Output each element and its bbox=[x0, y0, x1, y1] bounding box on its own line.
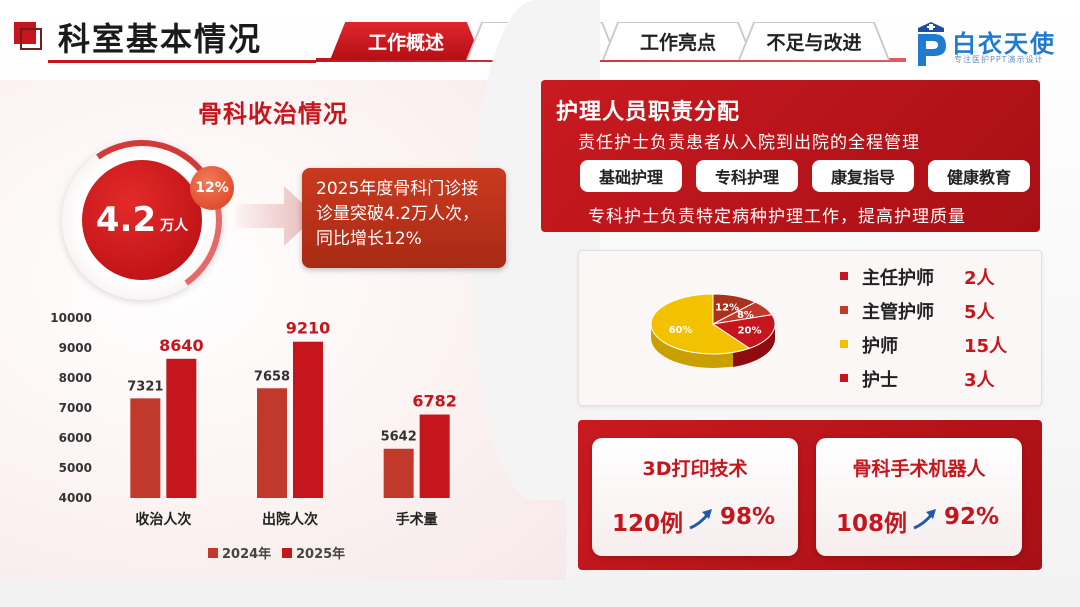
tab-label: 工作亮点 bbox=[604, 23, 752, 60]
legend-label: 2025年 bbox=[296, 546, 345, 562]
y-tick-label: 5000 bbox=[59, 461, 92, 475]
staff-name-supervisor: 主管护师 bbox=[862, 302, 934, 323]
bar-2025 bbox=[166, 358, 197, 498]
pill-specialty-care: 专科护理 bbox=[696, 160, 798, 192]
y-tick-label: 8000 bbox=[59, 371, 92, 385]
legend-swatch bbox=[282, 548, 292, 558]
pie-slice-label: 12% bbox=[715, 303, 739, 314]
legend-dot-nurse bbox=[840, 374, 848, 382]
bar-2024 bbox=[383, 448, 414, 498]
bar-value-label: 8640 bbox=[159, 336, 204, 355]
summary-box: 2025年度骨科门诊接诊量突破4.2万人次，同比增长12% bbox=[302, 168, 506, 268]
title-mark-icon bbox=[14, 22, 42, 50]
duty-title: 护理人员职责分配 bbox=[556, 100, 741, 125]
bar-value-label: 6782 bbox=[412, 392, 457, 411]
bar-value-label: 7658 bbox=[254, 369, 290, 384]
legend-dot-nurse-practitioner bbox=[840, 340, 848, 348]
y-tick-label: 7000 bbox=[59, 401, 92, 415]
x-category-label: 出院人次 bbox=[262, 511, 318, 528]
x-category-label: 手术量 bbox=[396, 511, 438, 528]
duty-line-specialty: 专科护士负责特定病种护理工作，提高护理质量 bbox=[588, 207, 966, 227]
section-title-admissions: 骨科收治情况 bbox=[198, 100, 348, 128]
brand-logo: 白衣天使 专注医护PPT演示设计 bbox=[912, 8, 1072, 68]
highlight-circle: 4.2 万人 bbox=[82, 160, 202, 280]
bar-value-label: 7321 bbox=[127, 379, 163, 394]
highlight-value: 4.2 bbox=[95, 200, 157, 240]
tech-title: 3D打印技术 bbox=[642, 458, 748, 480]
y-tick-label: 4000 bbox=[59, 491, 92, 505]
y-tick-label: 9000 bbox=[59, 341, 92, 355]
pie-slice-label: 20% bbox=[738, 326, 762, 337]
y-tick-label: 6000 bbox=[59, 431, 92, 445]
tab-work-highlights[interactable]: 工作亮点 bbox=[602, 22, 754, 60]
tech-rate: 98% bbox=[720, 504, 776, 530]
tab-label: 工作概述 bbox=[367, 31, 444, 54]
staff-name-nurse: 护士 bbox=[862, 370, 898, 391]
trend-up-icon bbox=[913, 509, 936, 530]
duty-panel bbox=[541, 80, 1040, 232]
bar-2024 bbox=[130, 398, 161, 498]
pie-side-red bbox=[733, 324, 776, 367]
pill-health-education: 健康教育 bbox=[928, 160, 1030, 192]
y-tick-label: 10000 bbox=[50, 311, 92, 325]
staff-name-nurse-practitioner: 护师 bbox=[862, 336, 898, 357]
legend-label: 2024年 bbox=[222, 546, 271, 562]
pie-slice bbox=[711, 314, 776, 349]
bar-value-label: 9210 bbox=[286, 319, 331, 338]
tab-improvements[interactable]: 不足与改进 bbox=[738, 22, 890, 60]
staff-count-nurse: 3人 bbox=[964, 370, 995, 391]
x-category-label: 收治人次 bbox=[135, 511, 191, 528]
highlight-unit: 万人 bbox=[160, 218, 189, 234]
duty-line-primary: 责任护士负责患者从入院到出院的全程管理 bbox=[578, 133, 920, 153]
staff-count-supervisor: 5人 bbox=[964, 302, 995, 323]
tech-rate: 92% bbox=[944, 504, 1000, 530]
tab-bar-line bbox=[316, 58, 906, 62]
tab-work-overview[interactable]: 工作概述 bbox=[330, 22, 482, 60]
legend-dot-supervisor bbox=[840, 306, 848, 314]
growth-badge: 12% bbox=[190, 166, 234, 210]
staff-count-nurse-practitioner: 15人 bbox=[964, 336, 1008, 357]
logo-subtitle: 专注医护PPT演示设计 bbox=[954, 55, 1044, 64]
bar-2025 bbox=[293, 341, 323, 498]
tech-cases: 108例 bbox=[836, 511, 908, 537]
staff-name-chief: 主任护师 bbox=[862, 268, 934, 289]
pill-basic-care: 基础护理 bbox=[580, 160, 682, 192]
staff-count-chief: 2人 bbox=[964, 268, 995, 289]
staff-pie-chart: 60% 12%8% 20% bbox=[650, 293, 776, 368]
bar-2025 bbox=[419, 414, 450, 498]
logo-name: 白衣天使 bbox=[952, 30, 1056, 58]
page-title: 科室基本情况 bbox=[58, 20, 263, 58]
legend-dot-chief bbox=[840, 272, 848, 280]
admissions-bar-chart: 4000 5000 6000 7000 8000 9000 10000 7321 8640 收治人… bbox=[50, 311, 457, 562]
pie-slice-label: 60% bbox=[669, 325, 693, 336]
header-underline bbox=[48, 60, 316, 63]
pie-slice-label: 8% bbox=[737, 310, 754, 321]
tech-card-3d-printing: 3D打印技术 120例 98% bbox=[592, 438, 798, 556]
nurse-cap-p-icon bbox=[918, 22, 946, 66]
bar-2024 bbox=[257, 388, 287, 498]
tech-title: 骨科手术机器人 bbox=[852, 458, 986, 480]
tech-card-surgical-robot: 骨科手术机器人 108例 92% bbox=[816, 438, 1022, 556]
trend-up-icon bbox=[689, 509, 712, 530]
tab-label: 不足与改进 bbox=[740, 23, 888, 60]
bar-value-label: 5642 bbox=[381, 430, 417, 445]
tech-cases: 120例 bbox=[612, 511, 684, 537]
pie-slice bbox=[650, 293, 751, 355]
legend-swatch bbox=[208, 548, 218, 558]
pill-rehab-guidance: 康复指导 bbox=[812, 160, 914, 192]
